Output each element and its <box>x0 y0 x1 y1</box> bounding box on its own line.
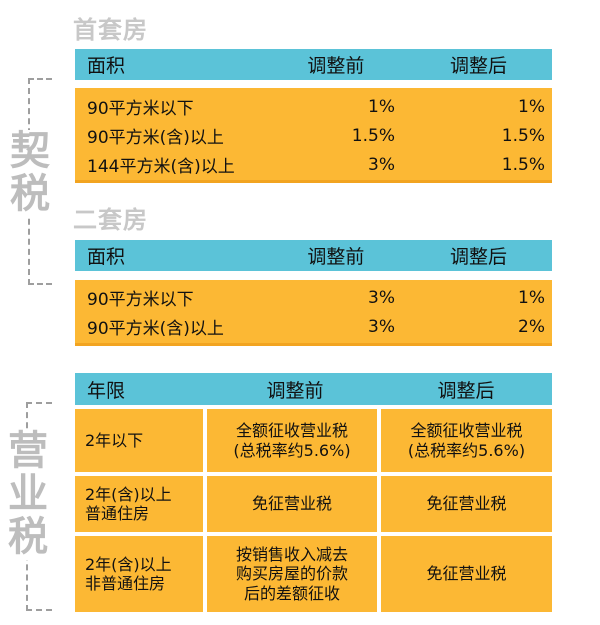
before-cell: 全额征收营业税 (总税率约5.6%) <box>207 409 377 472</box>
after-cell: 免征营业税 <box>381 476 552 532</box>
business-tax-header: 年限 调整前 调整后 <box>75 373 552 405</box>
area-cell: 90平方米(含)以上 <box>87 319 224 339</box>
second-home-table: 90平方米以下 3% 1% 90平方米(含)以上 3% 2% <box>75 280 552 346</box>
before-cell: 1.5% <box>351 125 395 146</box>
period-cell: 2年(含)以上 非普通住房 <box>75 536 203 612</box>
table-row: 144平方米(含)以上 3% 1.5% <box>75 150 552 179</box>
area-cell: 90平方米以下 <box>87 290 194 310</box>
table-row: 90平方米(含)以上 3% 2% <box>75 312 552 341</box>
period-cell: 2年(含)以上 普通住房 <box>75 476 203 532</box>
after-cell: 1% <box>518 96 545 117</box>
after-cell: 免征营业税 <box>381 536 552 612</box>
header-after: 调整后 <box>437 379 495 402</box>
deed-tax-label: 契税 <box>10 129 58 217</box>
before-cell: 免征营业税 <box>207 476 377 532</box>
table-row: 90平方米(含)以上 1.5% 1.5% <box>75 121 552 150</box>
header-area: 面积 <box>87 246 126 268</box>
area-cell: 90平方米(含)以上 <box>87 128 224 148</box>
header-before: 调整前 <box>307 55 365 77</box>
header-after: 调整后 <box>450 55 508 77</box>
header-before: 调整前 <box>307 246 365 268</box>
business-tax-label: 营业税 <box>8 429 56 560</box>
first-home-table: 90平方米以下 1% 1% 90平方米(含)以上 1.5% 1.5% 144平方… <box>75 88 552 183</box>
before-cell: 按销售收入减去 购买房屋的价款 后的差额征收 <box>207 536 377 612</box>
after-cell: 全额征收营业税 (总税率约5.6%) <box>381 409 552 472</box>
header-area: 面积 <box>87 55 126 77</box>
header-after: 调整后 <box>450 246 508 268</box>
header-period: 年限 <box>87 379 126 402</box>
before-cell: 3% <box>368 154 395 175</box>
table-row: 90平方米以下 3% 1% <box>75 283 552 312</box>
first-home-title: 首套房 <box>73 16 148 44</box>
after-cell: 1.5% <box>501 154 545 175</box>
header-before: 调整前 <box>266 379 324 402</box>
period-cell: 2年以下 <box>75 409 203 472</box>
area-cell: 90平方米以下 <box>87 99 194 119</box>
table-row: 90平方米以下 1% 1% <box>75 92 552 121</box>
second-home-title: 二套房 <box>73 206 148 234</box>
before-cell: 3% <box>368 316 395 337</box>
before-cell: 3% <box>368 287 395 308</box>
area-cell: 144平方米(含)以上 <box>87 157 235 177</box>
before-cell: 1% <box>368 96 395 117</box>
after-cell: 1.5% <box>501 125 545 146</box>
after-cell: 2% <box>518 316 545 337</box>
first-home-header: 面积 调整前 调整后 <box>75 49 552 80</box>
after-cell: 1% <box>518 287 545 308</box>
second-home-header: 面积 调整前 调整后 <box>75 240 552 271</box>
